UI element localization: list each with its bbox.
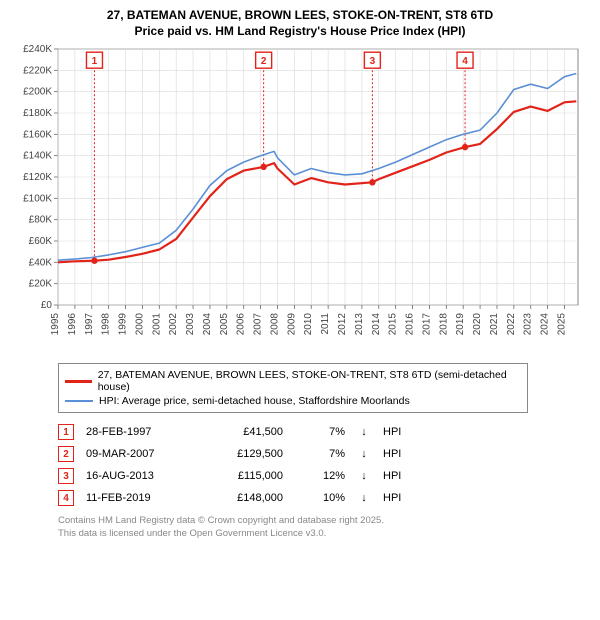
arrow-down-icon: ↓ <box>357 448 371 460</box>
svg-text:2006: 2006 <box>236 313 247 336</box>
sale-date: 28-FEB-1997 <box>86 426 191 438</box>
title-line2: Price paid vs. HM Land Registry's House … <box>10 24 590 40</box>
svg-text:2004: 2004 <box>202 313 213 336</box>
sale-pct: 7% <box>295 448 345 460</box>
arrow-down-icon: ↓ <box>357 470 371 482</box>
svg-text:2022: 2022 <box>506 313 517 336</box>
svg-text:£220K: £220K <box>23 66 52 77</box>
legend-item: HPI: Average price, semi-detached house,… <box>65 394 521 408</box>
sale-date: 09-MAR-2007 <box>86 448 191 460</box>
arrow-down-icon: ↓ <box>357 426 371 438</box>
svg-text:1995: 1995 <box>50 313 61 336</box>
svg-text:2025: 2025 <box>556 313 567 336</box>
svg-text:2009: 2009 <box>286 313 297 336</box>
line-chart-svg: £0 £20K £40K £60K £80K £100K £120K £140K £160K £1… <box>10 45 590 355</box>
svg-text:1: 1 <box>92 56 98 67</box>
svg-text:2003: 2003 <box>185 313 196 336</box>
svg-text:£180K: £180K <box>23 108 52 119</box>
svg-text:£20K: £20K <box>29 279 53 290</box>
legend-label: 27, BATEMAN AVENUE, BROWN LEES, STOKE-ON… <box>98 369 521 393</box>
svg-text:2010: 2010 <box>303 313 314 336</box>
svg-text:1996: 1996 <box>67 313 78 336</box>
svg-text:2000: 2000 <box>134 313 145 336</box>
footer-line2: This data is licensed under the Open Gov… <box>58 528 590 540</box>
svg-text:£80K: £80K <box>29 215 53 226</box>
svg-text:£140K: £140K <box>23 151 52 162</box>
chart-container: 27, BATEMAN AVENUE, BROWN LEES, STOKE-ON… <box>0 0 600 548</box>
svg-text:2007: 2007 <box>253 313 264 336</box>
svg-text:£60K: £60K <box>29 236 53 247</box>
svg-text:2: 2 <box>261 56 267 67</box>
svg-text:2021: 2021 <box>489 313 500 336</box>
svg-text:2017: 2017 <box>421 313 432 336</box>
title-line1: 27, BATEMAN AVENUE, BROWN LEES, STOKE-ON… <box>10 8 590 24</box>
svg-text:£100K: £100K <box>23 194 52 205</box>
arrow-down-icon: ↓ <box>357 492 371 504</box>
sale-hpi-label: HPI <box>383 470 413 482</box>
svg-text:2012: 2012 <box>337 313 348 336</box>
sale-price: £129,500 <box>203 448 283 460</box>
sale-pct: 7% <box>295 426 345 438</box>
sale-hpi-label: HPI <box>383 448 413 460</box>
svg-text:£40K: £40K <box>29 258 53 269</box>
sale-pct: 10% <box>295 492 345 504</box>
legend: 27, BATEMAN AVENUE, BROWN LEES, STOKE-ON… <box>58 363 528 413</box>
svg-text:2014: 2014 <box>371 313 382 336</box>
footer-note: Contains HM Land Registry data © Crown c… <box>58 515 590 540</box>
sale-marker: 2 <box>58 446 74 462</box>
legend-label: HPI: Average price, semi-detached house,… <box>99 395 410 407</box>
svg-text:2016: 2016 <box>405 313 416 336</box>
svg-text:2008: 2008 <box>269 313 280 336</box>
svg-text:2001: 2001 <box>151 313 162 336</box>
svg-text:2019: 2019 <box>455 313 466 336</box>
svg-text:2011: 2011 <box>320 313 331 335</box>
svg-text:1997: 1997 <box>84 313 95 336</box>
svg-text:2024: 2024 <box>540 313 551 336</box>
sale-date: 11-FEB-2019 <box>86 492 191 504</box>
svg-text:2018: 2018 <box>438 313 449 336</box>
legend-swatch <box>65 400 93 402</box>
svg-text:£0: £0 <box>41 300 53 311</box>
sale-pct: 12% <box>295 470 345 482</box>
svg-text:3: 3 <box>370 56 376 67</box>
sale-hpi-label: HPI <box>383 426 413 438</box>
sale-marker: 3 <box>58 468 74 484</box>
svg-text:1999: 1999 <box>118 313 129 336</box>
sale-marker: 4 <box>58 490 74 506</box>
sales-row: 3 16-AUG-2013 £115,000 12% ↓ HPI <box>58 465 590 487</box>
svg-text:2023: 2023 <box>523 313 534 336</box>
sale-date: 16-AUG-2013 <box>86 470 191 482</box>
sales-row: 4 11-FEB-2019 £148,000 10% ↓ HPI <box>58 487 590 509</box>
svg-text:4: 4 <box>462 56 468 67</box>
sale-price: £115,000 <box>203 470 283 482</box>
legend-swatch <box>65 380 92 383</box>
footer-line1: Contains HM Land Registry data © Crown c… <box>58 515 590 527</box>
svg-text:£160K: £160K <box>23 130 52 141</box>
sales-row: 1 28-FEB-1997 £41,500 7% ↓ HPI <box>58 421 590 443</box>
chart-title: 27, BATEMAN AVENUE, BROWN LEES, STOKE-ON… <box>10 8 590 39</box>
svg-text:2005: 2005 <box>219 313 230 336</box>
sale-price: £41,500 <box>203 426 283 438</box>
legend-item: 27, BATEMAN AVENUE, BROWN LEES, STOKE-ON… <box>65 368 521 394</box>
sale-marker: 1 <box>58 424 74 440</box>
svg-text:2002: 2002 <box>168 313 179 336</box>
svg-text:£200K: £200K <box>23 87 52 98</box>
svg-text:£240K: £240K <box>23 45 52 55</box>
svg-text:£120K: £120K <box>23 172 52 183</box>
svg-text:2013: 2013 <box>354 313 365 336</box>
sale-price: £148,000 <box>203 492 283 504</box>
svg-text:1998: 1998 <box>101 313 112 336</box>
sales-row: 2 09-MAR-2007 £129,500 7% ↓ HPI <box>58 443 590 465</box>
svg-text:2020: 2020 <box>472 313 483 336</box>
sales-table: 1 28-FEB-1997 £41,500 7% ↓ HPI 2 09-MAR-2007 £12… <box>58 421 590 509</box>
chart-plot: £0 £20K £40K £60K £80K £100K £120K £140K £160K £1… <box>10 45 590 355</box>
sale-hpi-label: HPI <box>383 492 413 504</box>
svg-text:2015: 2015 <box>388 313 399 336</box>
